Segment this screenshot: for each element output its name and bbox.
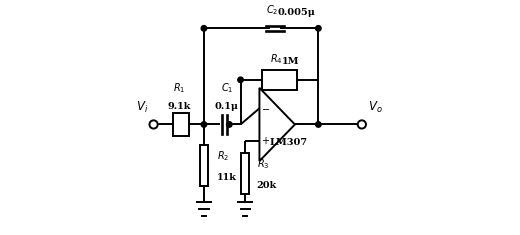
Text: $R_1$: $R_1$ xyxy=(173,81,185,95)
Text: 0.1μ: 0.1μ xyxy=(215,102,239,111)
Text: $-$: $-$ xyxy=(261,103,270,113)
Text: 0.005μ: 0.005μ xyxy=(277,8,315,17)
Text: 11k: 11k xyxy=(216,172,237,182)
Circle shape xyxy=(358,120,366,129)
Text: $R_4$: $R_4$ xyxy=(270,52,283,66)
Circle shape xyxy=(227,122,232,127)
Polygon shape xyxy=(259,88,295,161)
Text: 20k: 20k xyxy=(256,181,277,190)
Bar xyxy=(241,153,249,194)
Circle shape xyxy=(316,26,321,31)
Text: 1M: 1M xyxy=(282,57,299,66)
Text: $+$: $+$ xyxy=(261,135,270,146)
Circle shape xyxy=(316,122,321,127)
Text: $V_i$: $V_i$ xyxy=(136,100,148,115)
Bar xyxy=(173,113,189,136)
Text: $C_2$: $C_2$ xyxy=(266,3,278,17)
Text: $C_1$: $C_1$ xyxy=(220,81,233,95)
Circle shape xyxy=(238,77,243,82)
Bar xyxy=(262,70,296,90)
Circle shape xyxy=(149,120,158,129)
Text: $R_3$: $R_3$ xyxy=(256,158,269,172)
Bar xyxy=(200,145,208,186)
Circle shape xyxy=(201,122,206,127)
Text: LM307: LM307 xyxy=(269,138,308,147)
Text: $V_o$: $V_o$ xyxy=(368,100,382,115)
Text: 9.1k: 9.1k xyxy=(167,102,190,111)
Text: $R_2$: $R_2$ xyxy=(216,150,229,163)
Circle shape xyxy=(201,26,206,31)
